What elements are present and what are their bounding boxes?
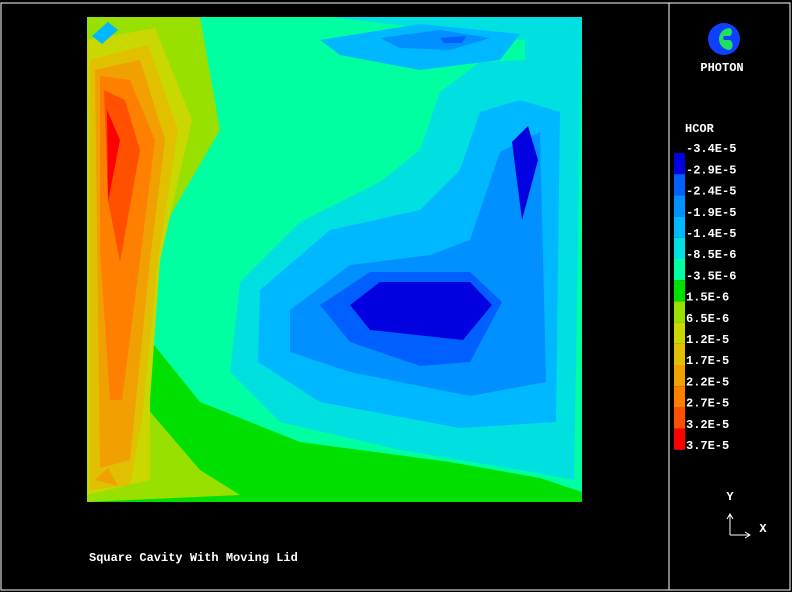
legend-label: 2.7E-5 — [686, 397, 729, 411]
legend-swatch — [674, 407, 685, 429]
axis-label: Y — [726, 490, 734, 504]
legend-label: -1.9E-5 — [686, 206, 736, 220]
contour-plot — [87, 17, 582, 502]
legend-swatch — [674, 428, 685, 450]
legend-swatch — [674, 153, 685, 175]
legend-swatch — [674, 365, 685, 387]
legend-label: 2.2E-5 — [686, 375, 729, 389]
caption: Square Cavity With Moving Lid — [89, 551, 298, 565]
legend-label: -8.5E-6 — [686, 248, 736, 262]
contour-band — [350, 282, 492, 340]
legend-title: HCOR — [685, 122, 715, 136]
contour-band — [440, 36, 466, 43]
legend-label: 3.7E-5 — [686, 439, 729, 453]
contour-band — [380, 30, 490, 50]
legend-swatch — [674, 174, 685, 196]
contour-band — [95, 468, 118, 486]
legend-label: -1.4E-5 — [686, 227, 736, 241]
legend-label: -3.5E-6 — [686, 269, 736, 283]
legend-swatch — [674, 216, 685, 238]
axis-label: X — [759, 522, 767, 536]
legend-label: -3.4E-5 — [686, 142, 736, 156]
legend-label: 1.7E-5 — [686, 354, 729, 368]
legend-label: -2.4E-5 — [686, 185, 736, 199]
contour-band — [512, 126, 538, 220]
legend-swatch — [674, 322, 685, 344]
contour-band — [92, 22, 118, 44]
logo-mark — [708, 23, 740, 55]
legend-label: -2.9E-5 — [686, 163, 736, 177]
photon-logo: PHOTON — [700, 23, 744, 75]
legend-swatch — [674, 386, 685, 408]
legend-label: 3.2E-5 — [686, 418, 729, 432]
axis-arrow — [744, 531, 751, 539]
legend-swatch — [674, 195, 685, 217]
legend-label: 6.5E-6 — [686, 312, 729, 326]
contour-band — [107, 110, 120, 202]
logo-text: PHOTON — [700, 61, 743, 75]
legend-swatch — [674, 237, 685, 259]
logo-swirl — [719, 28, 733, 50]
legend: -3.4E-5 -2.9E-5 -2.4E-5 -1.9E-5 -1.4E-5 -8.5E… — [674, 142, 736, 453]
axis-arrow — [726, 513, 734, 520]
legend-label: 1.2E-5 — [686, 333, 729, 347]
legend-swatch — [674, 343, 685, 365]
legend-label: 1.5E-6 — [686, 291, 729, 305]
legend-swatch — [674, 280, 685, 302]
legend-swatch — [674, 259, 685, 281]
legend-swatch — [674, 301, 685, 323]
